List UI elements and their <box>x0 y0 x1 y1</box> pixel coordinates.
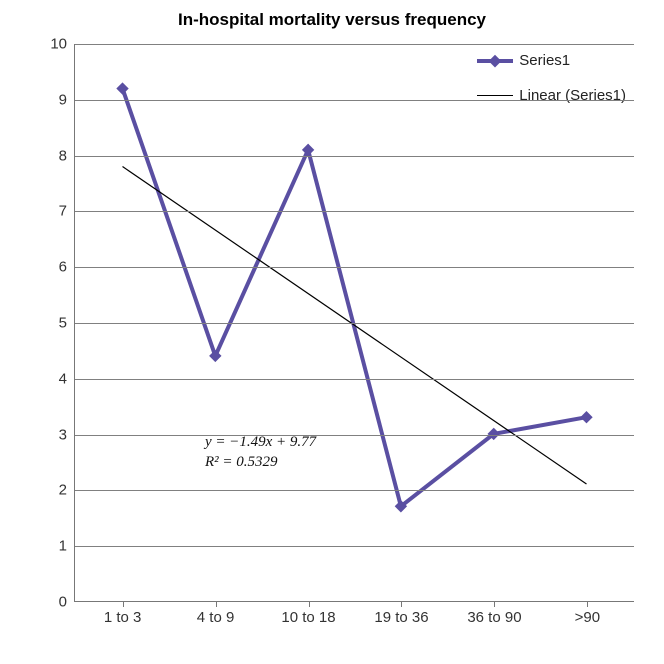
trendline <box>123 167 587 484</box>
gridline <box>75 546 634 547</box>
legend-item-trendline: Linear (Series1) <box>477 87 626 104</box>
gridline <box>75 100 634 101</box>
equation-line2: R² = 0.5329 <box>205 452 316 472</box>
x-tick-label: 1 to 3 <box>104 601 142 626</box>
gridline <box>75 323 634 324</box>
gridline <box>75 211 634 212</box>
x-tick-label: >90 <box>575 601 600 626</box>
gridline <box>75 379 634 380</box>
gridline <box>75 156 634 157</box>
x-tick-label: 36 to 90 <box>467 601 521 626</box>
gridline <box>75 44 634 45</box>
legend-item-series1: Series1 <box>477 52 626 69</box>
x-tick-label: 10 to 18 <box>281 601 335 626</box>
trendline-swatch <box>477 95 513 96</box>
y-tick-label: 2 <box>59 482 75 499</box>
plot-area: Series1 Linear (Series1) y = −1.49x + 9.… <box>74 44 634 602</box>
trendline-equation: y = −1.49x + 9.77 R² = 0.5329 <box>205 432 316 473</box>
series1-marker <box>581 412 592 423</box>
y-tick-label: 8 <box>59 147 75 164</box>
y-tick-label: 1 <box>59 538 75 555</box>
gridline <box>75 267 634 268</box>
y-tick-label: 7 <box>59 203 75 220</box>
series1-marker <box>117 83 128 94</box>
y-tick-label: 6 <box>59 259 75 276</box>
legend-label-trendline: Linear (Series1) <box>519 87 626 104</box>
x-tick-label: 4 to 9 <box>197 601 235 626</box>
legend-label-series1: Series1 <box>519 52 570 69</box>
y-tick-label: 9 <box>59 91 75 108</box>
series1-line <box>123 89 587 507</box>
y-tick-label: 10 <box>50 36 75 53</box>
y-tick-label: 3 <box>59 426 75 443</box>
gridline <box>75 490 634 491</box>
legend: Series1 Linear (Series1) <box>477 52 626 122</box>
chart-container: In-hospital mortality versus frequency I… <box>0 0 664 664</box>
series1-swatch <box>477 54 513 68</box>
y-tick-label: 4 <box>59 370 75 387</box>
y-tick-label: 5 <box>59 315 75 332</box>
x-tick-label: 19 to 36 <box>374 601 428 626</box>
y-tick-label: 0 <box>59 594 75 611</box>
gridline <box>75 435 634 436</box>
chart-title: In-hospital mortality versus frequency <box>0 10 664 30</box>
